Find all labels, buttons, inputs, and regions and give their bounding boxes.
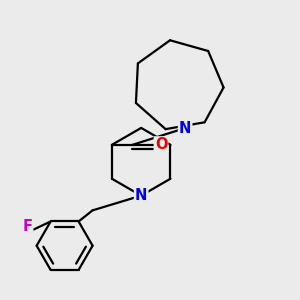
Text: F: F bbox=[22, 219, 32, 234]
Text: N: N bbox=[179, 121, 191, 136]
Text: N: N bbox=[135, 188, 147, 203]
Text: O: O bbox=[155, 137, 167, 152]
